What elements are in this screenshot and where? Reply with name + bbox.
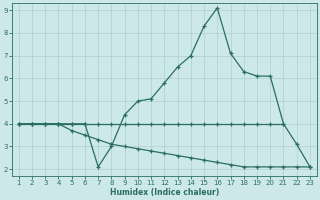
X-axis label: Humidex (Indice chaleur): Humidex (Indice chaleur) xyxy=(110,188,219,197)
